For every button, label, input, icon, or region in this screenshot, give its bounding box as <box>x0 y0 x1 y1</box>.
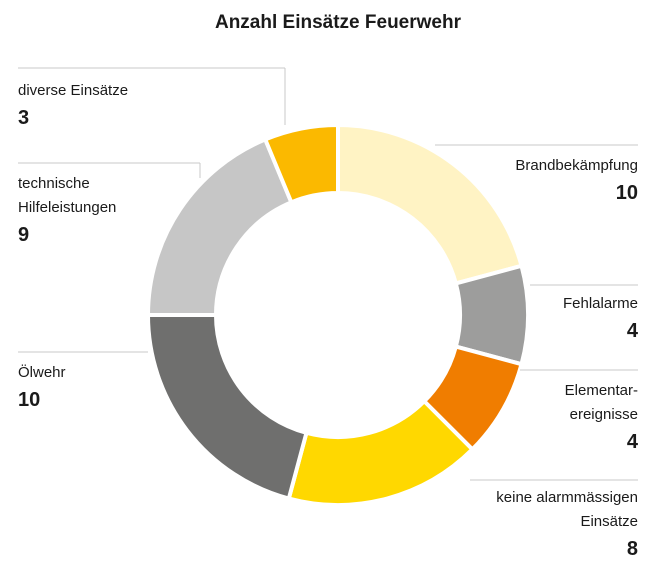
segment-label: keine alarmmässigen Einsätze <box>496 489 638 530</box>
segment-label: Ölwehr <box>18 363 66 381</box>
value-label: 4 <box>627 431 639 453</box>
value-label: 8 <box>627 538 638 560</box>
value-label: 9 <box>18 224 29 246</box>
segment-label: Fehlalarme <box>563 295 638 312</box>
value-label: 10 <box>18 389 40 411</box>
segment-label: technische Hilfeleistungen <box>18 175 116 216</box>
donut-segment <box>336 122 524 286</box>
segment-label: Elementar-ereignisse <box>565 382 638 423</box>
donut-segment <box>145 136 294 317</box>
value-label: 4 <box>627 320 639 342</box>
donut-segment <box>145 313 309 501</box>
chart-title: Anzahl Einsätze Feuerwehr <box>215 12 462 33</box>
donut-segment <box>262 122 340 205</box>
value-label: 3 <box>18 107 29 129</box>
segment-label: Brandbekämpfung <box>515 157 638 174</box>
value-label: 10 <box>616 182 638 204</box>
segment-label: diverse Einsätze <box>18 82 128 99</box>
